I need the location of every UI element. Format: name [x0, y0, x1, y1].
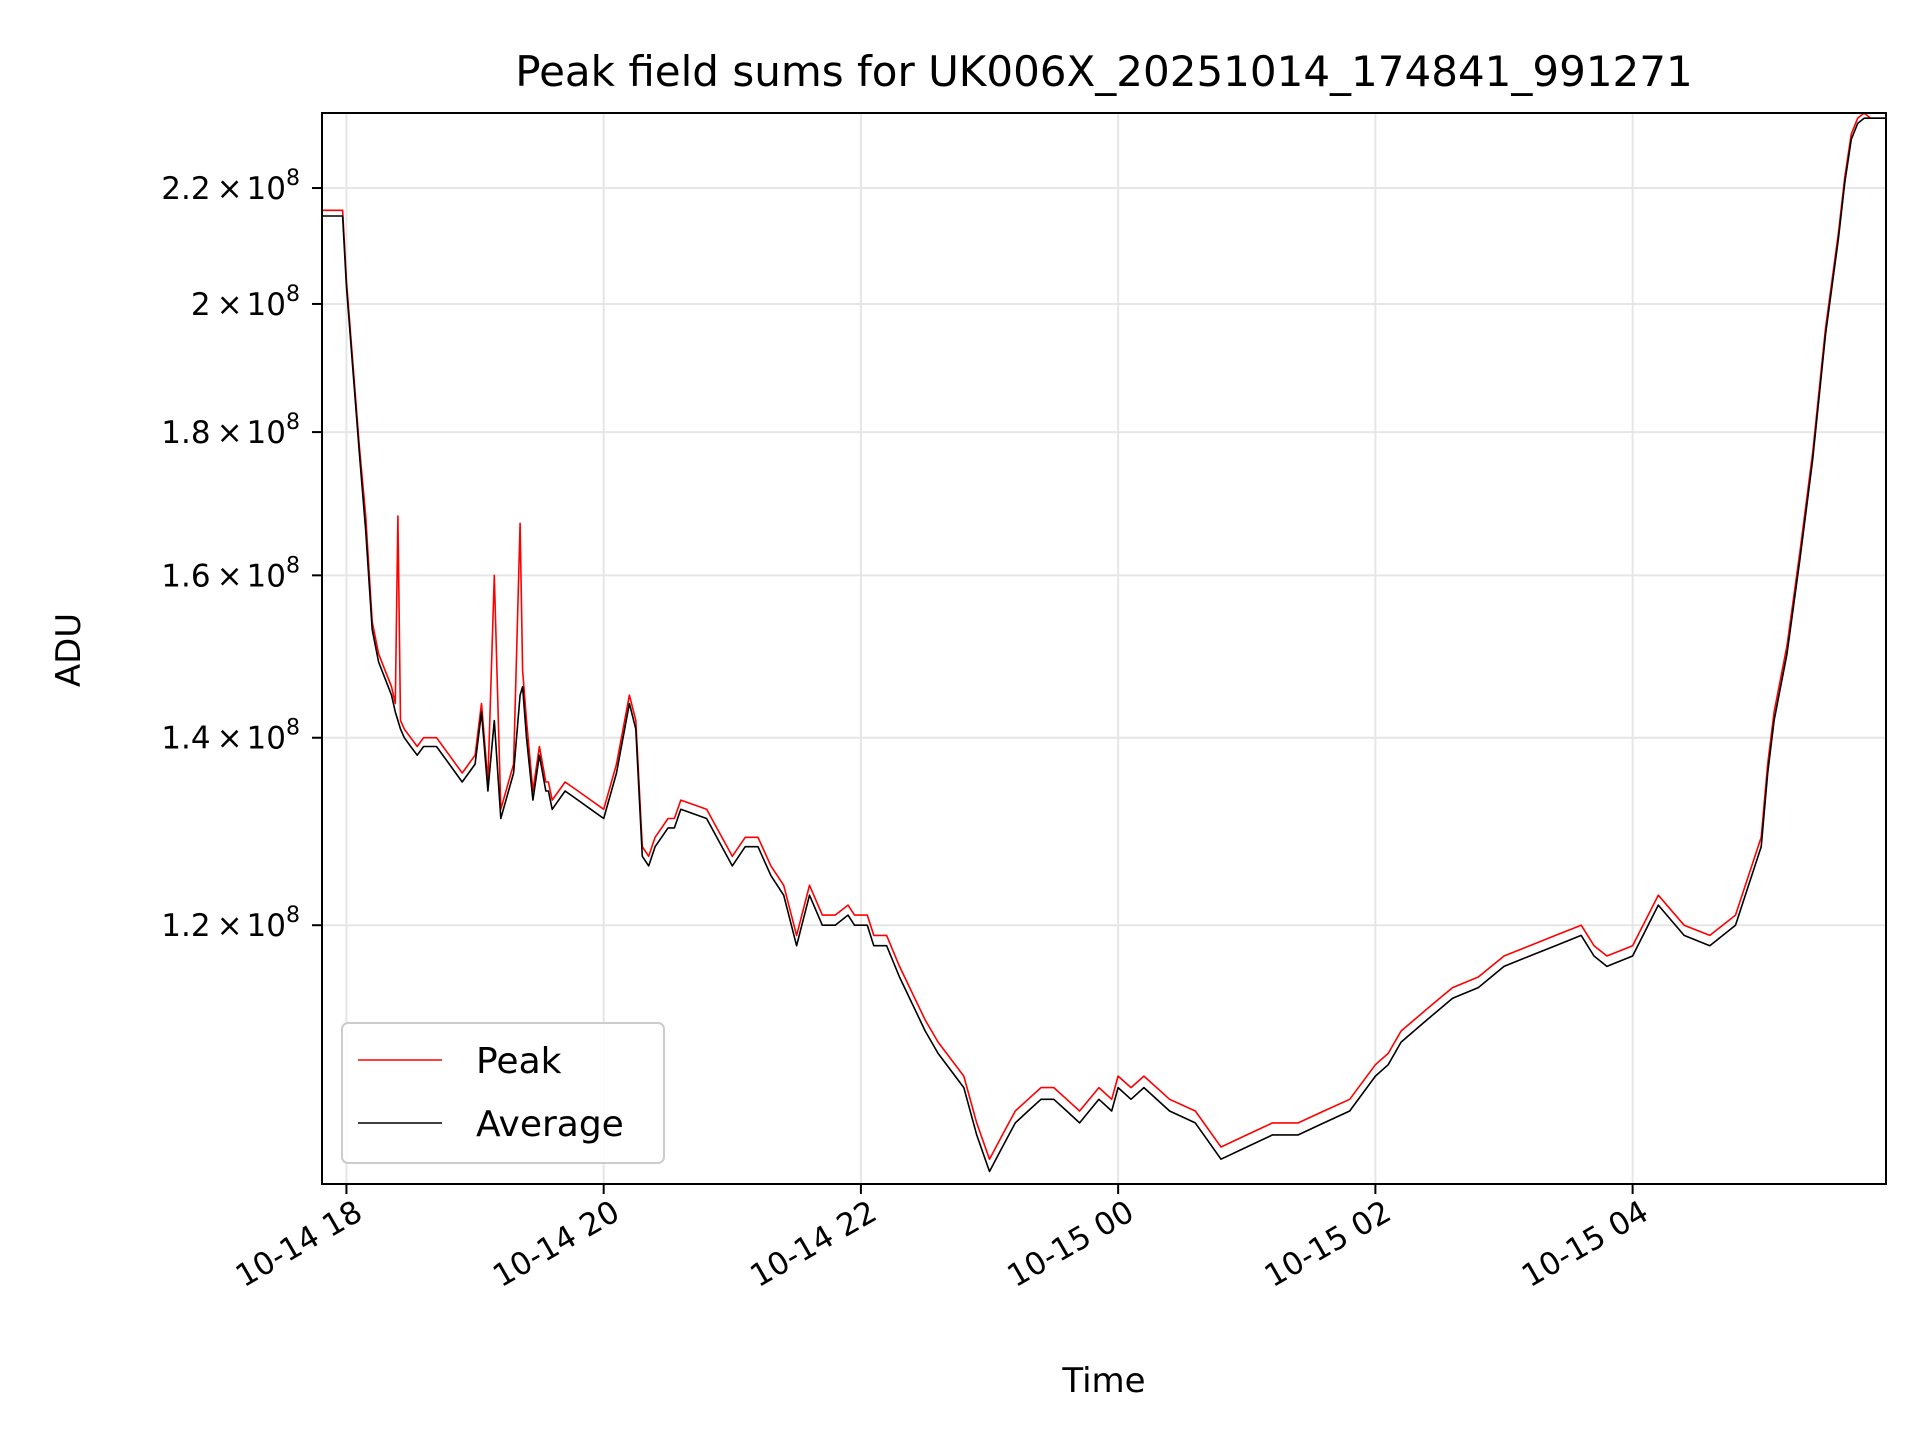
y-tick-label: 2.2 × 108: [161, 166, 300, 207]
y-axis-label: ADU: [49, 613, 89, 687]
y-tick-label: 1.8 × 108: [161, 410, 300, 451]
plot-frame: [321, 112, 1887, 1185]
y-tick-label: 2 × 108: [191, 282, 300, 323]
series-line-average: [322, 117, 1886, 1173]
y-axis-ticks: 1.2 × 108 1.4 × 108 1.6 × 108 1.8 × 108 2 × 108 2.2 × 108: [161, 166, 322, 944]
chart-title: Peak field sums for UK006X_20251014_1748…: [515, 47, 1692, 96]
y-tick-label: 1.2 × 108: [161, 903, 300, 944]
legend-label-average: Average: [476, 1104, 624, 1145]
legend: Peak Average: [341, 1022, 665, 1164]
y-tick-label: 1.6 × 108: [161, 553, 300, 594]
y-tick-label: 1.4 × 108: [161, 716, 300, 757]
grid-lines: [322, 113, 1886, 1184]
legend-box: [341, 1022, 665, 1164]
x-axis-label: Time: [1061, 1361, 1145, 1401]
legend-label-peak: Peak: [476, 1041, 562, 1082]
series-lines: [322, 113, 1886, 1173]
